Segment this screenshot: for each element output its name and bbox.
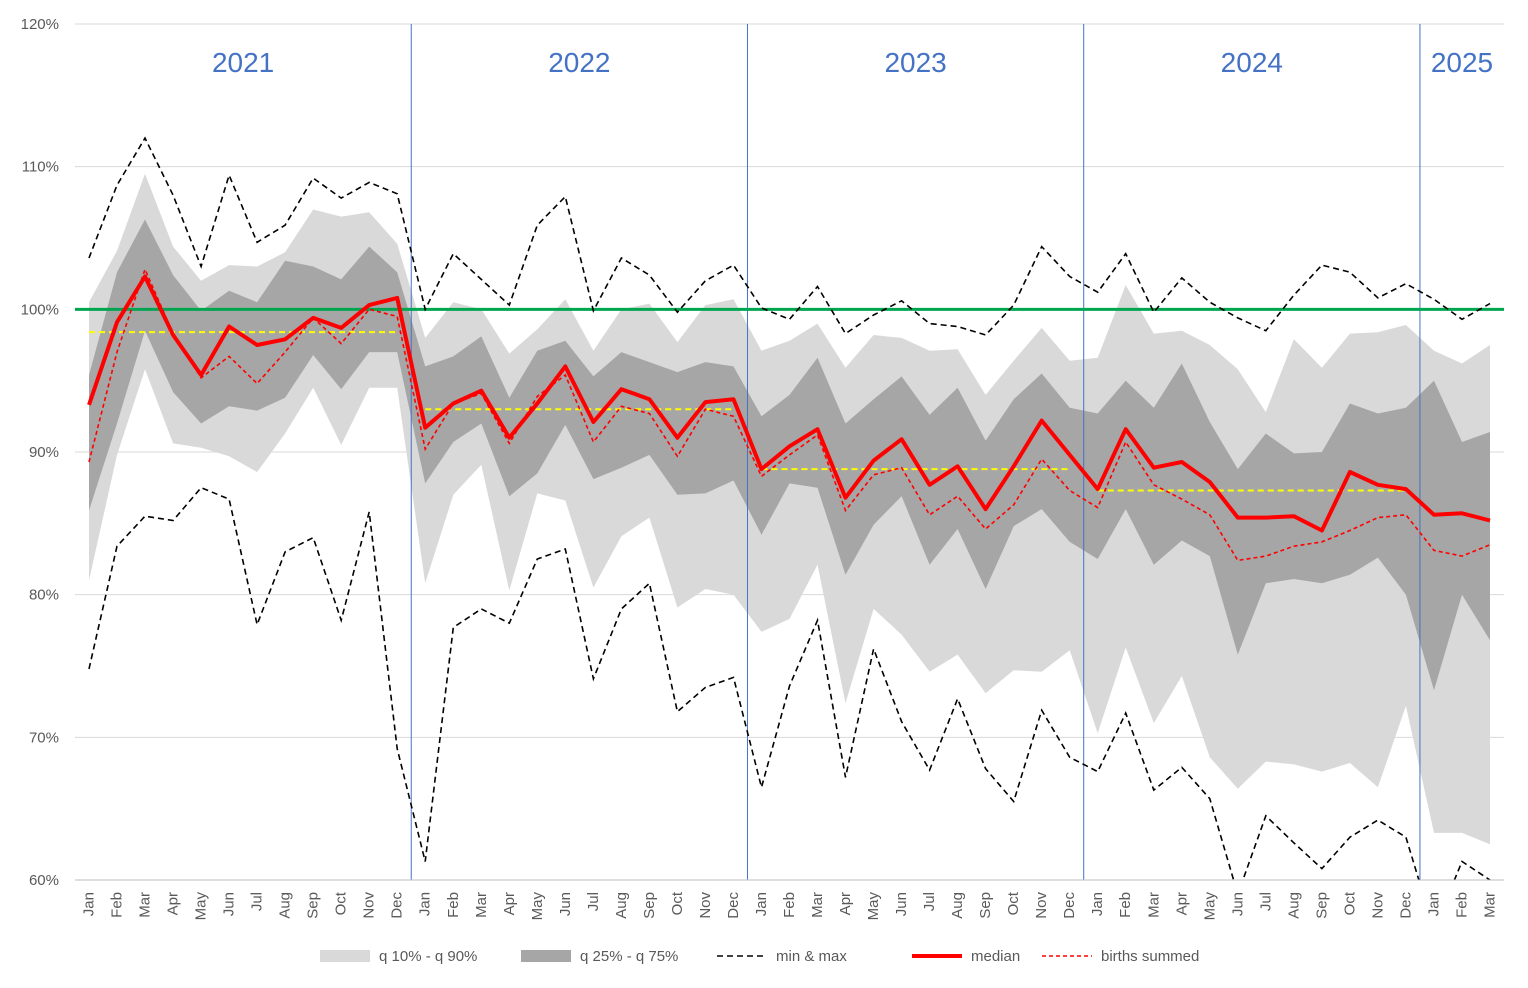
x-tick-label: Dec <box>725 892 742 919</box>
legend: q 10% - q 90% q 25% - q 75% min & max media… <box>320 948 1199 965</box>
year-separators <box>410 24 1421 880</box>
y-tick-label: 60% <box>29 872 59 889</box>
x-tick-label: Jun <box>557 892 574 916</box>
x-tick-label: Jan <box>1426 892 1443 916</box>
x-axis: Jan Feb Mar Apr May Jun Jul Aug Sep Oct Nov Dec Jan F… <box>81 891 1499 920</box>
x-tick-label: Jun <box>1229 892 1246 916</box>
x-tick-label: Jul <box>585 892 602 911</box>
legend-swatch <box>521 950 571 962</box>
series-median-line <box>87 274 1491 533</box>
x-tick-label: Jul <box>921 892 938 911</box>
legend-item: q 10% - q 90% <box>320 948 477 965</box>
year-label: 2025 <box>1431 47 1493 78</box>
legend-swatch <box>320 950 370 962</box>
x-tick-label: Jul <box>249 892 266 911</box>
legend-item: min & max <box>717 948 847 965</box>
year-label: 2021 <box>212 47 274 78</box>
x-tick-label: Feb <box>1454 892 1471 918</box>
legend-label: births summed <box>1101 948 1199 965</box>
x-tick-label: Dec <box>1397 891 1414 918</box>
series-min-line <box>88 486 1491 880</box>
x-tick-label: Jan <box>753 892 770 916</box>
x-tick-label: Jan <box>417 892 434 916</box>
x-tick-label: Oct <box>669 891 686 915</box>
x-tick-label: Dec <box>389 891 406 918</box>
x-tick-label: Oct <box>1005 891 1022 915</box>
x-tick-label: Mar <box>809 892 826 918</box>
legend-label: q 10% - q 90% <box>379 948 477 965</box>
year-labels: 2021 2022 2023 2024 2025 <box>212 47 1493 78</box>
x-tick-label: Aug <box>949 892 966 919</box>
x-tick-label: Sep <box>641 892 658 919</box>
series-lines <box>75 136 1504 880</box>
x-tick-label: Jun <box>221 892 238 916</box>
year-label: 2024 <box>1221 47 1283 78</box>
legend-label: median <box>971 948 1020 965</box>
x-tick-label: Oct <box>333 891 350 915</box>
x-tick-label: Feb <box>445 892 462 918</box>
x-tick-label: Sep <box>977 892 994 919</box>
x-tick-label: Nov <box>361 892 378 919</box>
legend-label: min & max <box>776 948 847 965</box>
series-births-summed-line <box>88 267 1491 562</box>
x-tick-label: May <box>193 892 210 921</box>
x-tick-label: Apr <box>1173 892 1190 915</box>
y-tick-label: 70% <box>29 729 59 746</box>
x-tick-label: Oct <box>1341 891 1358 915</box>
y-tick-label: 100% <box>21 301 59 318</box>
y-tick-label: 110% <box>22 159 59 176</box>
x-tick-label: May <box>865 892 882 921</box>
x-tick-label: Nov <box>1033 892 1050 919</box>
x-tick-label: Feb <box>1117 892 1134 918</box>
x-tick-label: Mar <box>473 892 490 918</box>
x-tick-label: Nov <box>1369 892 1386 919</box>
x-tick-label: Aug <box>613 892 630 919</box>
year-label: 2022 <box>548 47 610 78</box>
y-axis: 60% 70% 80% 90% 100% 110% 120% <box>21 16 1504 889</box>
legend-item: median <box>912 948 1020 965</box>
year-label: 2023 <box>884 47 946 78</box>
y-tick-label: 120% <box>21 16 59 33</box>
x-tick-label: Jun <box>893 892 910 916</box>
x-tick-label: Dec <box>1061 892 1078 919</box>
x-tick-label: Mar <box>1145 892 1162 918</box>
x-tick-label: Jul <box>1257 892 1274 911</box>
x-tick-label: Sep <box>1313 892 1330 919</box>
legend-item: q 25% - q 75% <box>521 948 678 965</box>
x-tick-label: Feb <box>781 892 798 918</box>
x-tick-label: Apr <box>165 892 182 915</box>
legend-item: births summed <box>1042 948 1199 965</box>
x-tick-label: Sep <box>305 892 322 919</box>
series-max-line <box>88 136 1491 336</box>
x-tick-label: Apr <box>501 892 518 915</box>
x-tick-label: May <box>1201 892 1218 921</box>
x-tick-label: Jan <box>1089 892 1106 916</box>
x-tick-label: Aug <box>277 892 294 919</box>
x-tick-label: May <box>529 891 546 920</box>
legend-label: q 25% - q 75% <box>580 948 678 965</box>
x-tick-label: Aug <box>1285 892 1302 919</box>
x-tick-label: Apr <box>837 892 854 915</box>
x-tick-label: Jan <box>81 892 98 916</box>
x-tick-label: Mar <box>137 892 154 918</box>
x-tick-label: Nov <box>697 891 714 918</box>
y-tick-label: 90% <box>29 444 59 461</box>
x-tick-label: Mar <box>1482 892 1499 918</box>
band-q10-q90 <box>89 173 1490 845</box>
y-tick-label: 80% <box>29 587 59 604</box>
x-tick-label: Feb <box>109 892 126 918</box>
